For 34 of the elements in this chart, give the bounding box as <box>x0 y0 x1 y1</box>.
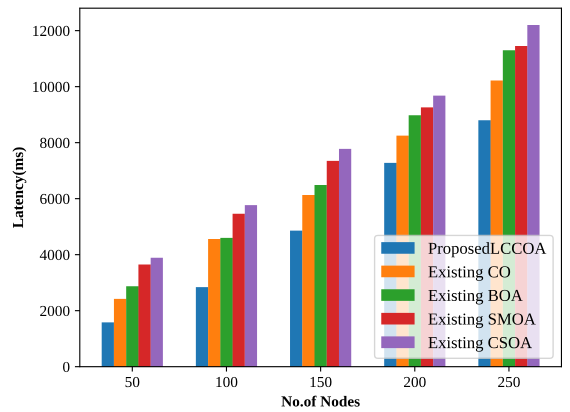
bar <box>326 160 339 367</box>
bar <box>150 258 163 367</box>
y-tick-label: 4000 <box>40 250 70 260</box>
y-tick-label: 0 <box>63 362 70 372</box>
bar <box>102 322 114 367</box>
bar <box>220 238 233 367</box>
bar <box>138 264 151 367</box>
bar <box>208 238 220 367</box>
bar <box>338 148 352 367</box>
x-tick-label: 200 <box>404 376 426 388</box>
x-tick-label: 100 <box>216 376 238 388</box>
x-tick-label: 150 <box>310 376 332 388</box>
bar <box>314 184 327 367</box>
bar <box>290 230 302 367</box>
y-tick-label: 12000 <box>33 26 70 36</box>
legend-label: ProposedLCCOA <box>428 242 546 258</box>
bar <box>114 298 126 367</box>
x-axis-title: No.of Nodes <box>281 396 360 407</box>
x-tick-label: 50 <box>126 376 140 388</box>
bar <box>302 195 315 367</box>
y-tick-label: 10000 <box>33 82 70 92</box>
y-tick-label: 2000 <box>40 306 70 316</box>
bar <box>244 205 258 367</box>
legend-label: Existing SMOA <box>428 313 536 328</box>
bar <box>126 286 138 367</box>
bar <box>196 287 208 367</box>
bar <box>232 214 245 367</box>
legend-label: Existing CO <box>428 266 510 281</box>
x-tick-label: 250 <box>498 376 520 388</box>
legend-label: Existing CSOA <box>428 337 532 352</box>
y-axis-title: Latency(ms) <box>12 147 26 228</box>
legend-label: Existing BOA <box>428 290 523 304</box>
y-tick-label: 8000 <box>40 138 70 148</box>
y-tick-label: 6000 <box>40 194 70 204</box>
